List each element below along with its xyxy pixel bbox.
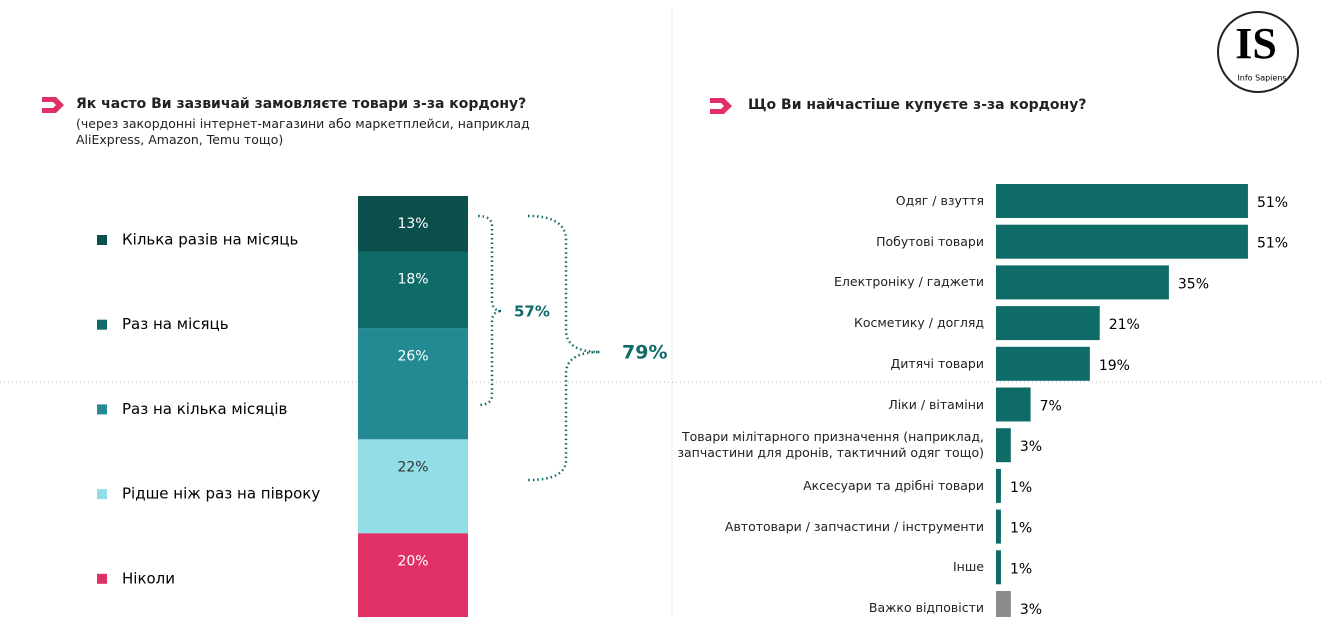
segment <box>358 439 468 534</box>
bar <box>996 509 1001 544</box>
value-label: 26% <box>397 348 428 364</box>
bar <box>996 428 1011 463</box>
annotation: 79% <box>622 342 667 364</box>
segment <box>358 533 468 617</box>
category-label: Товари мілітарного призначення (наприкла… <box>677 429 984 461</box>
value-label: 51% <box>1257 236 1288 252</box>
bar <box>996 550 1001 585</box>
bar <box>996 265 1169 300</box>
chart-title: Що Ви найчастіше купуєте з-за кордону? <box>748 97 1087 113</box>
category-label: Побутові товари <box>876 233 984 249</box>
title-icon <box>42 97 64 113</box>
value-label: 7% <box>1040 399 1062 415</box>
category-label: Інше <box>953 559 984 575</box>
category-label: Ліки / вітаміни <box>888 396 984 412</box>
value-label: 51% <box>1257 195 1288 211</box>
value-label: 1% <box>1010 521 1032 537</box>
legend-label: Раз на кілька місяців <box>122 400 287 418</box>
category-label: Важко відповісти <box>868 600 984 615</box>
bar <box>996 306 1100 341</box>
legend-label: Раз на місяць <box>122 315 229 333</box>
bar <box>996 184 1248 218</box>
value-label: 3% <box>1020 602 1042 617</box>
bracket <box>477 214 503 407</box>
value-label: 35% <box>1178 276 1209 292</box>
segment <box>358 328 468 440</box>
legend-swatch <box>97 235 107 245</box>
legend-swatch <box>97 489 107 500</box>
value-label: 13% <box>397 216 428 232</box>
value-label: 22% <box>397 459 428 475</box>
category-label: Дитячі товари <box>890 355 984 371</box>
value-label: 19% <box>1099 358 1130 374</box>
bar <box>996 224 1248 259</box>
logo-mark: IS <box>1235 19 1277 68</box>
logo-name: Info Sapiens <box>1237 74 1286 83</box>
segment <box>358 251 468 329</box>
category-label: Електроніку / гаджети <box>834 274 984 290</box>
bar <box>996 468 1001 503</box>
annotation: 57% <box>514 303 550 321</box>
value-label: 1% <box>1010 561 1032 577</box>
bracket <box>527 214 601 482</box>
value-label: 1% <box>1010 480 1032 496</box>
value-label: 20% <box>397 553 428 569</box>
segment <box>358 196 468 252</box>
legend-swatch <box>97 319 107 330</box>
bar <box>996 591 1011 617</box>
legend-label: Рідше ніж раз на півроку <box>122 485 320 503</box>
category-label: Автотовари / запчастини / інструменти <box>724 518 984 534</box>
bar <box>996 346 1090 381</box>
legend-label: Ніколи <box>122 569 175 587</box>
category-label: Одяг / взуття <box>895 193 984 208</box>
legend-swatch <box>97 404 107 415</box>
value-label: 18% <box>397 272 428 288</box>
category-label: Аксесуари та дрібні товари <box>803 477 984 493</box>
chart-title: Як часто Ви зазвичай замовляєте товари з… <box>76 96 527 112</box>
value-label: 21% <box>1109 317 1140 333</box>
legend-swatch <box>97 573 107 584</box>
legend-label: Кілька разів на місяць <box>122 231 298 249</box>
title-icon <box>710 98 732 114</box>
category-label: Косметику / догляд <box>853 315 984 331</box>
subtitle: AliExpress, Amazon, Temu тощо) <box>76 132 284 147</box>
value-label: 3% <box>1020 439 1042 455</box>
logo-ring <box>1217 11 1299 93</box>
bar <box>996 387 1031 422</box>
subtitle: (через закордонні інтернет-магазини або … <box>76 116 530 131</box>
